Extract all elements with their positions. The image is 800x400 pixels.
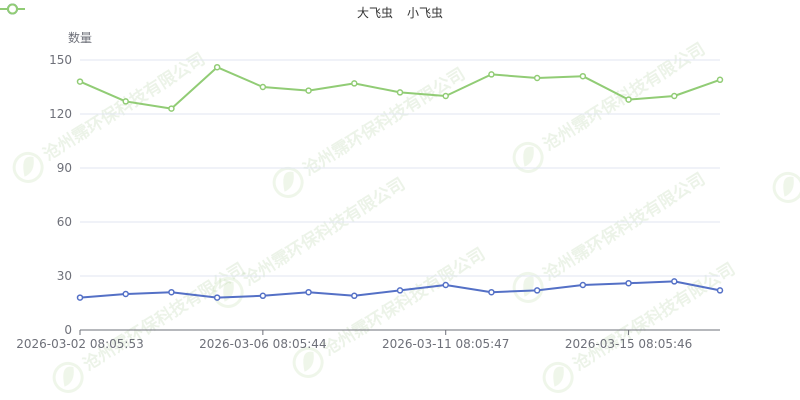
data-point-series-1[interactable] — [122, 98, 129, 105]
data-point-series-0[interactable] — [533, 287, 541, 294]
data-point-series-0[interactable] — [168, 288, 175, 296]
legend: 大飞虫 小飞虫 — [0, 2, 800, 22]
leaf-logo-icon — [292, 346, 324, 378]
data-point-series-1[interactable] — [351, 80, 358, 87]
data-point-series-1[interactable] — [76, 78, 84, 85]
data-point-series-1[interactable] — [533, 74, 541, 82]
watermark-text: 沧州霈环保科技有限公司 — [239, 173, 409, 290]
data-point-series-1[interactable] — [168, 105, 175, 112]
data-point-series-0[interactable] — [442, 281, 449, 289]
legend-item-large-fly[interactable]: 大飞虫 — [0, 3, 393, 21]
data-point-series-1[interactable] — [625, 96, 632, 103]
watermark: 沧州霈环保科技有限公司 — [292, 243, 489, 378]
y-tick-label: 30 — [57, 269, 72, 283]
data-point-series-1[interactable] — [259, 83, 267, 91]
watermark: 沧州霈环保科技有限公司 — [272, 63, 469, 198]
leaf-logo-icon — [542, 361, 574, 393]
data-point-series-0[interactable] — [122, 290, 129, 298]
data-point-series-1[interactable] — [213, 63, 221, 71]
x-tick-label: 2026-03-11 08:05:47 — [382, 337, 509, 351]
data-point-series-0[interactable] — [671, 278, 678, 285]
watermark: 沧州霈环保科技有限公司 — [52, 258, 249, 393]
watermark: 沧州霈环保科技有限公司 — [542, 258, 739, 393]
legend-label-large-fly: 大飞虫 — [356, 5, 393, 20]
data-point-series-1[interactable] — [671, 92, 678, 100]
data-point-series-0[interactable] — [579, 281, 587, 289]
data-point-series-0[interactable] — [716, 287, 724, 294]
legend-swatch-small-fly-icon — [0, 3, 25, 15]
x-tick-label: 2026-03-15 08:05:46 — [565, 337, 692, 351]
watermark: 沧州霈环保科技有限公司 — [772, 68, 800, 203]
data-point-series-1[interactable] — [442, 92, 449, 100]
data-point-series-0[interactable] — [259, 292, 267, 300]
data-point-series-1[interactable] — [305, 87, 312, 94]
watermark: 沧州霈环保科技有限公司 — [12, 48, 209, 183]
data-point-series-0[interactable] — [76, 294, 84, 301]
leaf-logo-icon — [512, 271, 544, 303]
data-point-series-0[interactable] — [351, 292, 358, 300]
watermark-text: 沧州霈环保科技有限公司 — [299, 63, 469, 180]
leaf-logo-icon — [272, 166, 304, 198]
watermark: 沧州霈环保科技有限公司 — [512, 38, 709, 173]
data-point-series-0[interactable] — [213, 294, 221, 301]
y-tick-label: 0 — [64, 323, 72, 337]
y-tick-label: 90 — [57, 161, 72, 175]
leaf-logo-icon — [772, 171, 800, 203]
y-tick-label: 120 — [49, 107, 72, 121]
data-point-series-0[interactable] — [625, 279, 632, 287]
leaf-logo-icon — [12, 151, 44, 183]
watermark-text: 沧州霈环保科技有限公司 — [539, 168, 709, 285]
leaf-logo-icon — [512, 141, 544, 173]
y-tick-label: 60 — [57, 215, 72, 229]
x-tick-label: 2026-03-06 08:05:44 — [199, 337, 326, 351]
data-point-series-1[interactable] — [396, 89, 404, 96]
watermark: 沧州霈环保科技有限公司 — [512, 168, 709, 303]
leaf-logo-icon — [52, 361, 84, 393]
y-tick-label: 150 — [49, 53, 72, 67]
legend-label-small-fly: 小飞虫 — [407, 5, 444, 20]
y-axis-title: 数量 — [68, 30, 92, 45]
data-point-series-0[interactable] — [396, 287, 404, 294]
legend-item-small-fly[interactable]: 小飞虫 — [0, 3, 444, 21]
data-point-series-0[interactable] — [305, 288, 312, 296]
data-point-series-0[interactable] — [488, 288, 495, 296]
data-point-series-1[interactable] — [488, 71, 495, 78]
data-point-series-1[interactable] — [716, 76, 724, 84]
x-tick-label: 2026-03-02 08:05:53 — [16, 337, 143, 351]
data-point-series-1[interactable] — [579, 72, 587, 80]
